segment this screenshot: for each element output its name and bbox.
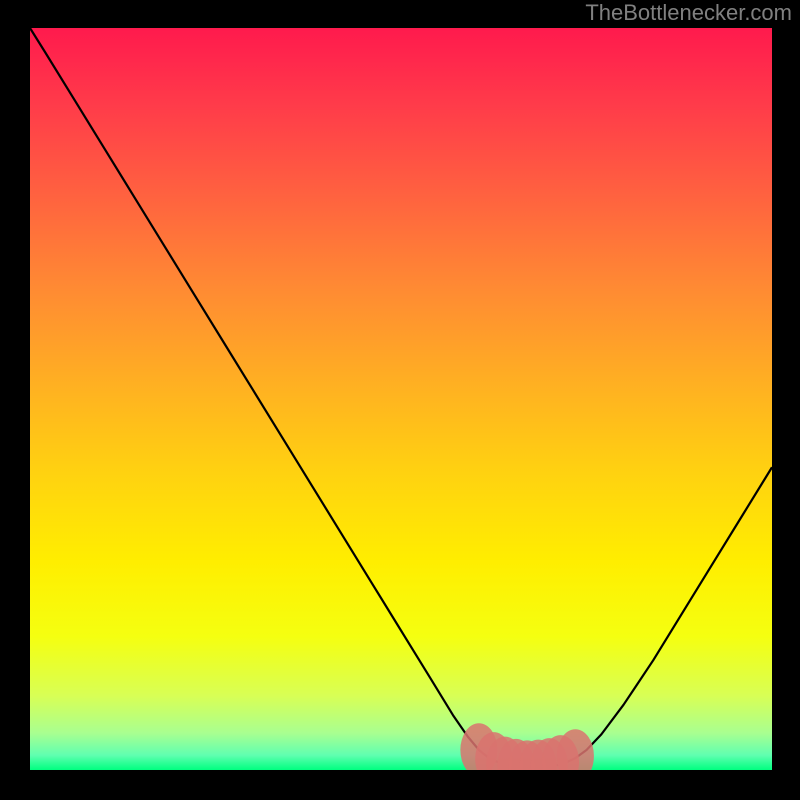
- chart-container: TheBottlenecker.com: [0, 0, 800, 800]
- gradient-background: [30, 28, 772, 770]
- watermark-text: TheBottlenecker.com: [585, 0, 792, 26]
- chart-svg: [30, 28, 772, 770]
- plot-area: [30, 28, 772, 770]
